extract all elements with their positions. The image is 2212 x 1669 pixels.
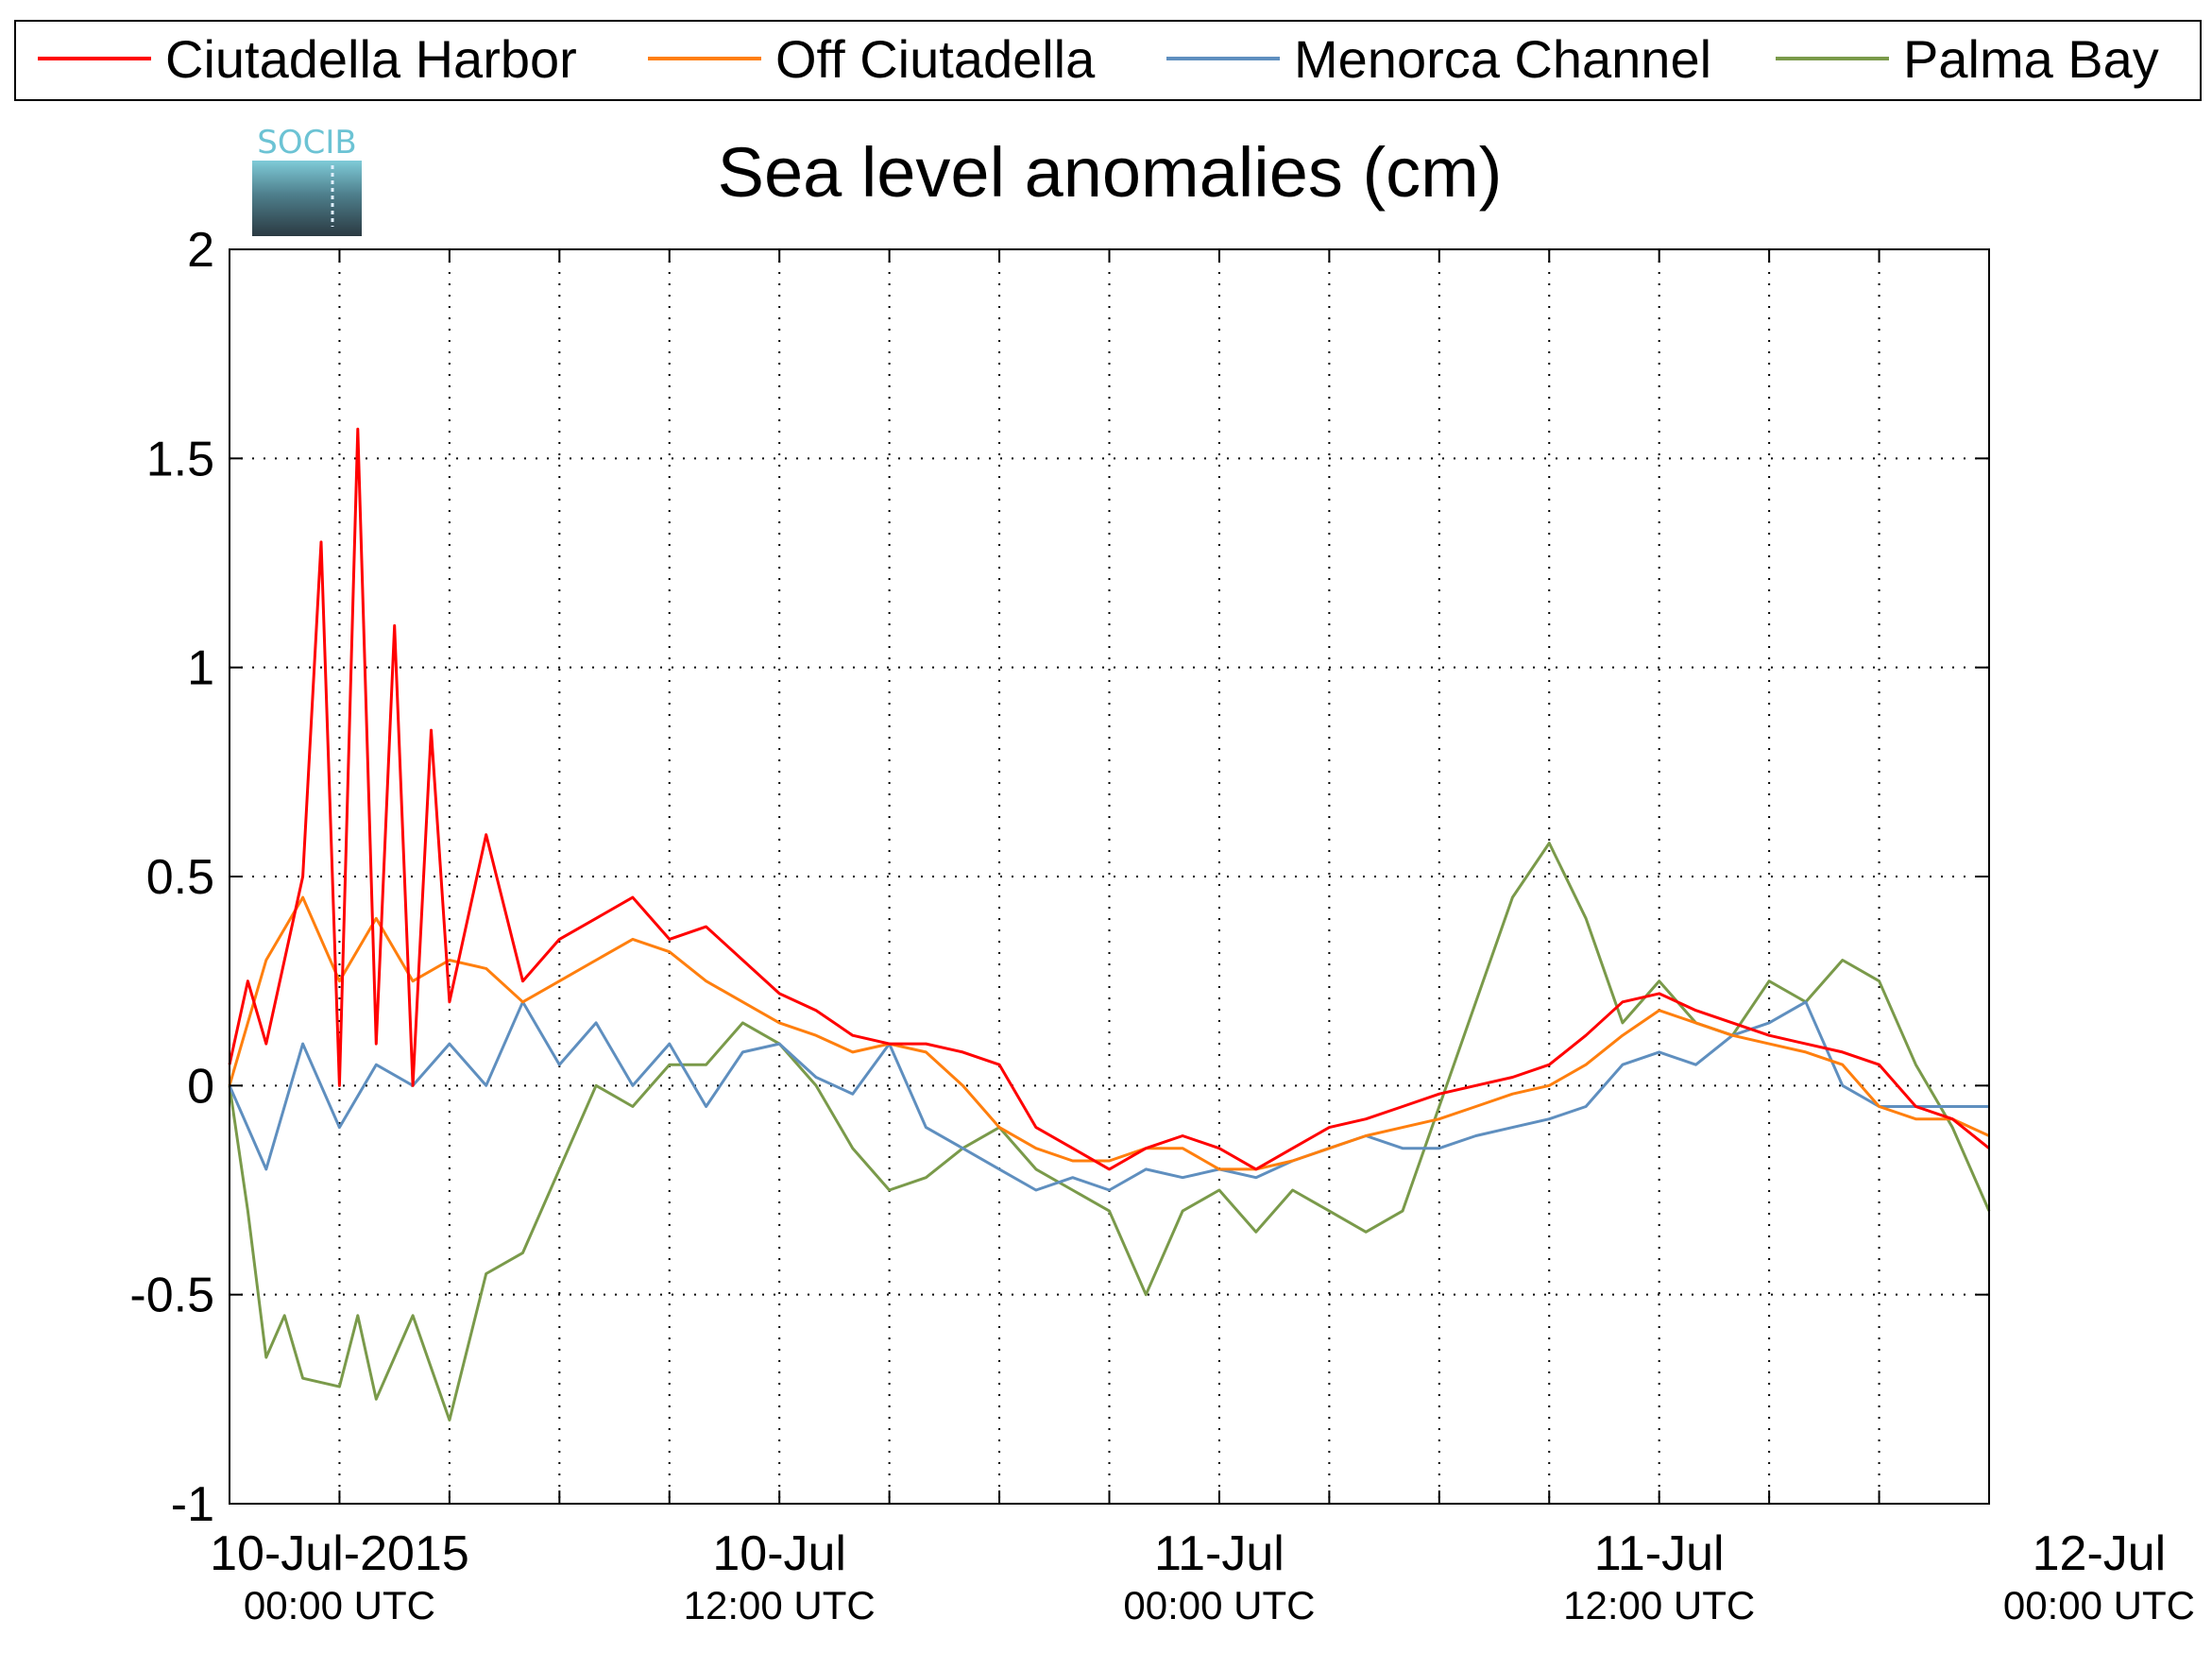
x-tick-label-date: 10-Jul [712,1526,846,1581]
x-tick-label-time: 00:00 UTC [1123,1583,1315,1627]
y-tick-label: 0.5 [146,850,214,905]
x-tick-label-date: 10-Jul-2015 [210,1526,469,1581]
series-line-ciutadella-harbor [228,427,1990,1171]
legend-label: Ciutadella Harbor [165,29,577,89]
legend-label: Menorca Channel [1294,29,1711,89]
legend-items: Ciutadella Harbor Off Ciutadella Menorca C… [38,29,2159,89]
y-tick-label: 2 [187,223,214,278]
y-axis-labels: -1 -0.5 0 0.5 1 1.5 2 [129,223,214,1532]
socib-logo: SOCIB [252,124,362,236]
legend-label: Off Ciutadella [775,29,1096,89]
logo-text: SOCIB [257,124,356,162]
legend: Ciutadella Harbor Off Ciutadella Menorca C… [14,20,2202,101]
x-tick-label-date: 11-Jul [1594,1526,1725,1581]
axis-ticks [229,248,1990,1505]
y-tick-label: -1 [171,1477,214,1532]
legend-label: Palma Bay [1903,29,2159,89]
x-tick-label-time: 00:00 UTC [244,1583,435,1627]
grid-lines [230,249,1989,1504]
x-tick-label-time: 12:00 UTC [1563,1583,1755,1627]
chart-title: Sea level anomalies (cm) [718,133,1503,212]
x-tick-label-date: 12-Jul [2033,1526,2167,1581]
x-tick-label-time: 12:00 UTC [684,1583,876,1627]
y-tick-label: -0.5 [129,1269,214,1323]
y-tick-label: 1 [187,641,214,696]
series-line-off-ciutadella [228,895,1990,1171]
series-lines [228,427,1991,1422]
y-tick-label: 0 [187,1059,214,1114]
y-tick-label: 1.5 [146,432,214,486]
x-tick-label-time: 00:00 UTC [2003,1583,2195,1627]
plot-area [228,248,1991,1505]
logo-graphic [252,161,362,236]
x-tick-label-date: 11-Jul [1154,1526,1285,1581]
